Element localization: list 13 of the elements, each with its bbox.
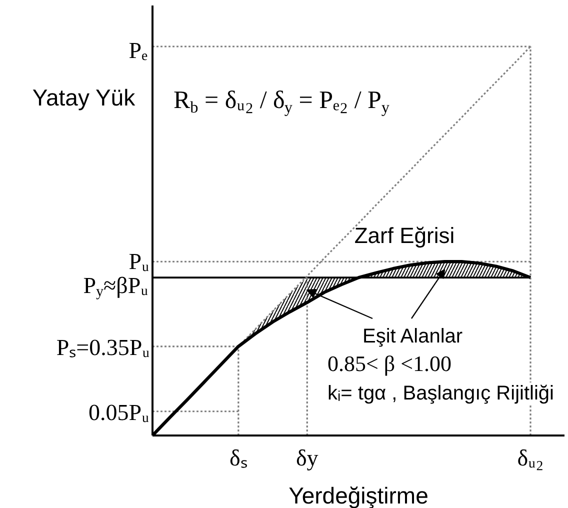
x-tick-label: δy (296, 446, 319, 470)
annotation: Eşit Alanlar (362, 326, 463, 348)
x-tick-label: δᵤ₂ (517, 446, 544, 470)
series-label: Zarf Eğrisi (354, 223, 455, 248)
y-axis-title: Yatay Yük (32, 84, 136, 110)
text: Pₛ=0.35Pᵤ (56, 335, 150, 360)
annotation: 0.85< β <1.00 (328, 351, 452, 376)
annotation: kᵢ= tgα , Başlangıç Rijitliği (328, 382, 554, 404)
x-tick-label: δₛ (229, 446, 248, 470)
text: 0.05Pᵤ (88, 400, 150, 425)
text: Pᵤ (128, 249, 150, 274)
x-axis-title: Yerdeğiştirme (288, 482, 428, 508)
text: Pₑ (128, 38, 148, 63)
